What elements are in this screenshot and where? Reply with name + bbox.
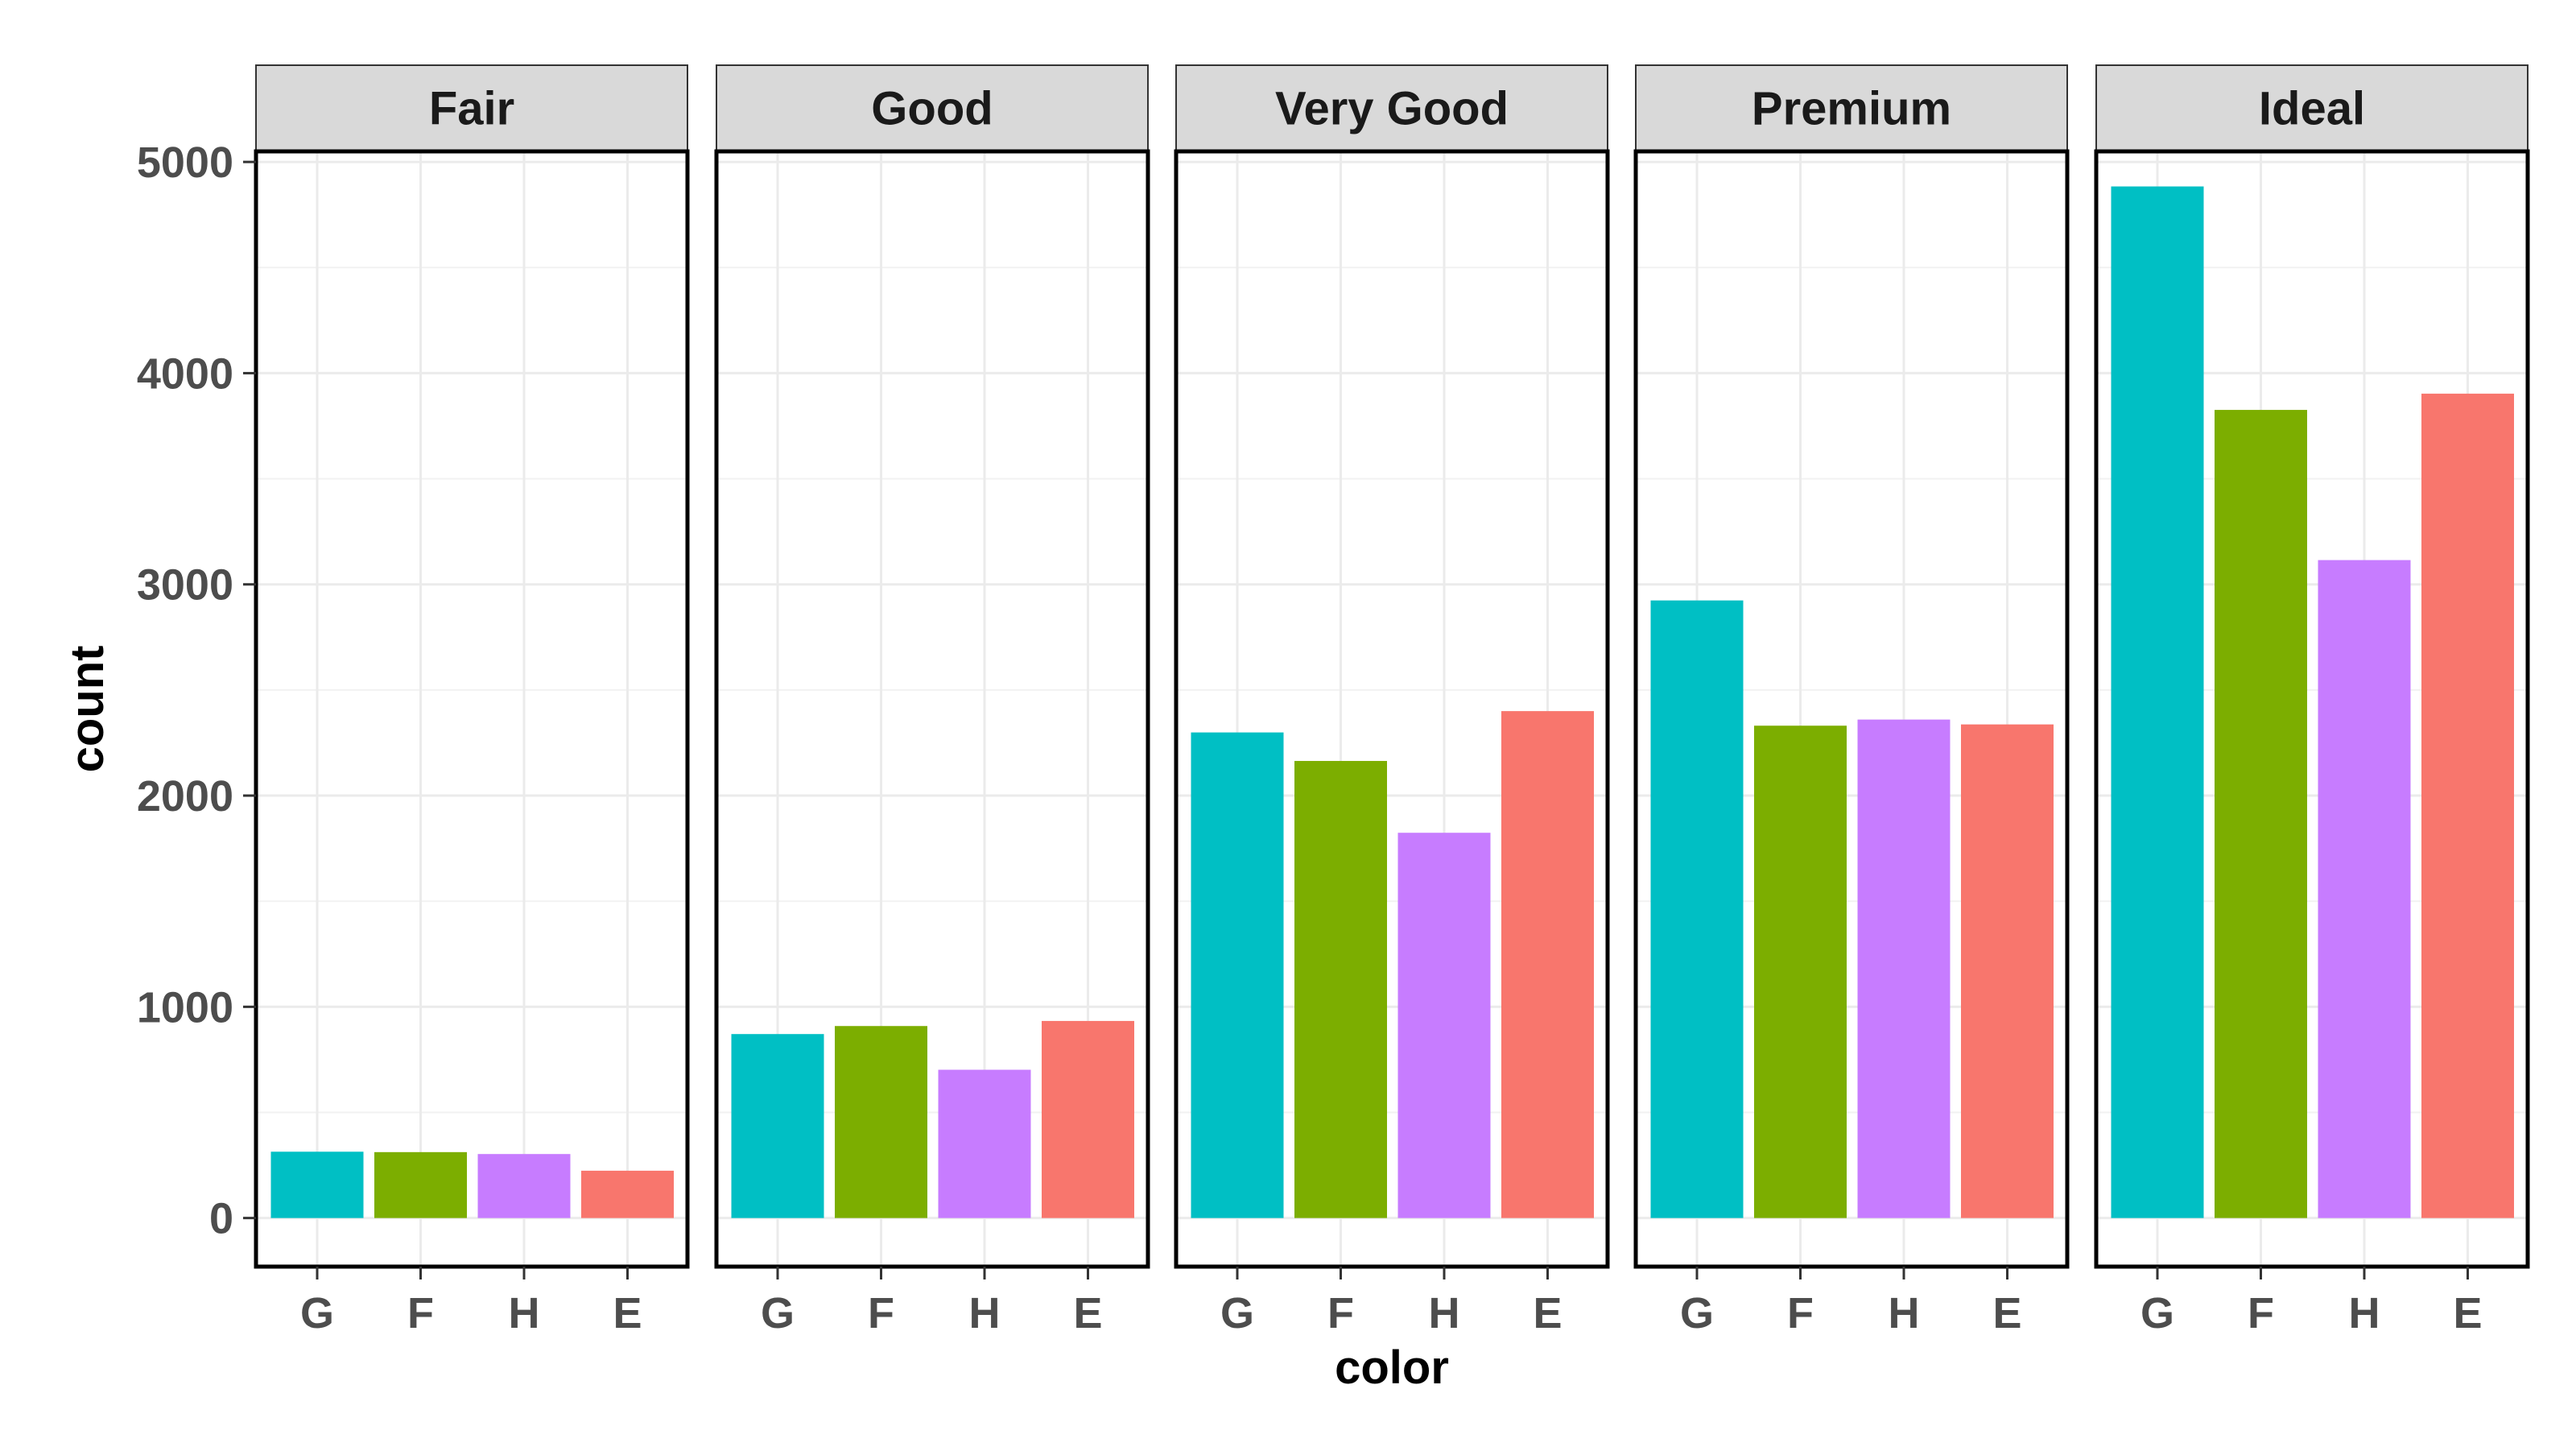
- facet-strip: [1175, 64, 1608, 152]
- bar-E: [1501, 711, 1594, 1218]
- bar-G: [270, 1151, 364, 1218]
- x-tick-label: G: [1680, 1289, 1714, 1337]
- x-tick-label: F: [1787, 1289, 1814, 1337]
- x-tick-label: G: [1220, 1289, 1254, 1337]
- bar-G: [1191, 732, 1284, 1218]
- facet-strip-label: Very Good: [1275, 83, 1509, 135]
- y-tick-label: 2000: [137, 772, 233, 821]
- bar-E: [1961, 724, 2054, 1218]
- panel-border: [1633, 149, 2070, 1269]
- facet-strip: [1635, 64, 2068, 152]
- y-tick-label: 0: [209, 1195, 233, 1243]
- bar-G: [731, 1034, 824, 1218]
- x-tick-label: H: [509, 1289, 540, 1337]
- facet-panel: Premium G F H E: [1633, 64, 2070, 1337]
- bar-E: [581, 1170, 674, 1218]
- bar-F: [2215, 410, 2307, 1218]
- x-tick-label: F: [407, 1289, 434, 1337]
- facet-strip-label: Fair: [429, 83, 514, 135]
- x-axis-title: color: [1335, 1341, 1449, 1394]
- y-axis: 0 1000 2000 3000 4000 5000: [137, 138, 256, 1243]
- bar-F: [1294, 761, 1387, 1218]
- y-tick-label: 1000: [137, 983, 233, 1031]
- facet-strip-label: Ideal: [2259, 83, 2365, 135]
- facet-panel: Fair G F H E: [254, 64, 690, 1337]
- panel-border: [254, 149, 690, 1269]
- facet-strip: [2095, 64, 2529, 152]
- x-tick-label: E: [1073, 1289, 1102, 1337]
- panel-border: [1174, 149, 1610, 1269]
- x-tick-label: G: [761, 1289, 795, 1337]
- facet-strip: [716, 64, 1149, 152]
- x-tick-label: G: [300, 1289, 334, 1337]
- bar-H: [2318, 560, 2411, 1218]
- bar-E: [1042, 1020, 1134, 1218]
- facet-strip-label: Premium: [1752, 83, 1951, 135]
- panel-background: [256, 151, 687, 1267]
- facet-panels: Fair G F H E Good G F H E Very Good G F H E Premium G F H E…: [254, 64, 2530, 1337]
- bar-F: [1754, 726, 1847, 1218]
- y-tick-label: 5000: [137, 138, 233, 187]
- panel-border: [714, 149, 1150, 1269]
- bar-G: [2111, 186, 2204, 1218]
- bar-G: [1650, 600, 1744, 1218]
- y-tick-label: 3000: [137, 561, 233, 610]
- facet-strip: [255, 64, 688, 152]
- bar-H: [1397, 833, 1491, 1218]
- x-tick-label: F: [868, 1289, 894, 1337]
- x-tick-label: E: [2453, 1289, 2482, 1337]
- facet-strip-label: Good: [871, 83, 993, 135]
- x-tick-label: E: [1533, 1289, 1562, 1337]
- bar-H: [1857, 719, 1951, 1218]
- bar-F: [374, 1151, 467, 1218]
- bar-H: [477, 1154, 571, 1218]
- x-tick-label: H: [969, 1289, 1001, 1337]
- x-tick-label: E: [613, 1289, 642, 1337]
- x-tick-label: H: [2349, 1289, 2380, 1337]
- x-tick-label: E: [1992, 1289, 2021, 1337]
- y-axis-title: count: [61, 646, 114, 773]
- bar-E: [2421, 393, 2514, 1218]
- bar-F: [835, 1026, 927, 1218]
- x-tick-label: F: [2248, 1289, 2274, 1337]
- facet-panel: Very Good G F H E: [1174, 64, 1610, 1337]
- facet-panel: Ideal G F H E: [2094, 64, 2530, 1337]
- panel-border: [2094, 149, 2530, 1269]
- x-tick-label: H: [1429, 1289, 1460, 1337]
- y-tick-label: 4000: [137, 349, 233, 398]
- x-tick-label: G: [2140, 1289, 2174, 1337]
- bar-H: [938, 1069, 1031, 1218]
- x-tick-label: H: [1889, 1289, 1920, 1337]
- x-tick-label: F: [1327, 1289, 1354, 1337]
- facet-panel: Good G F H E: [714, 64, 1150, 1337]
